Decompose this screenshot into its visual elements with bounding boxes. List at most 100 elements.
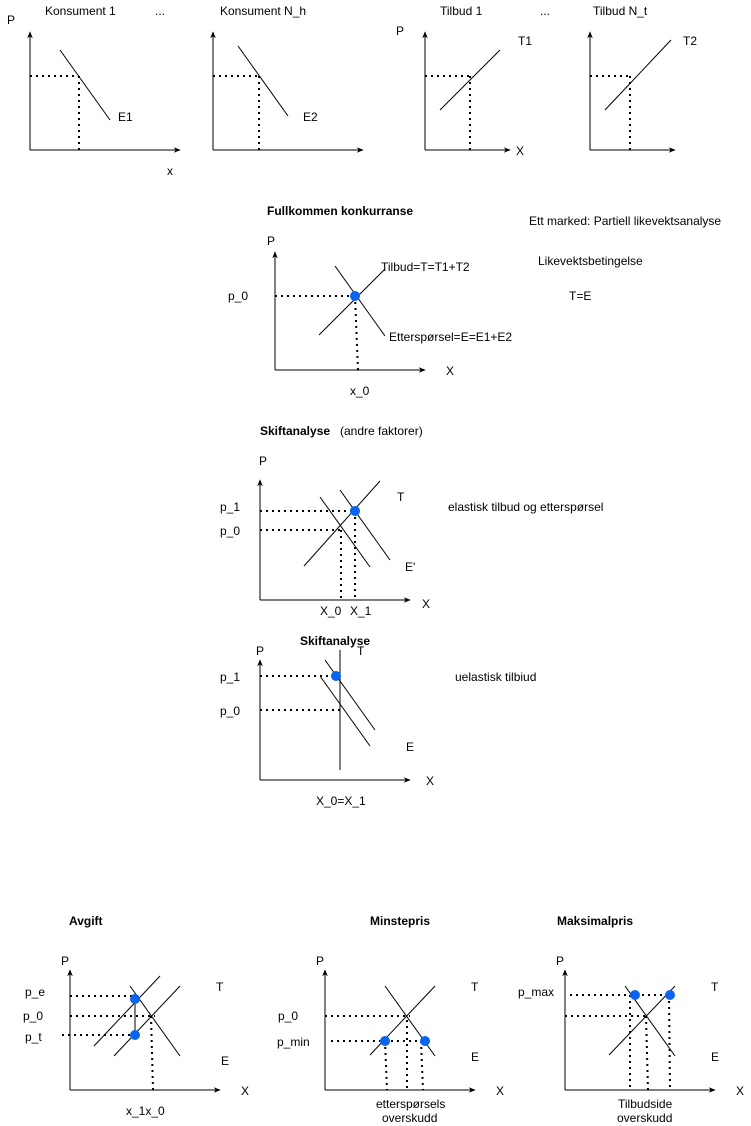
- quantity-label-x1: X_1: [350, 604, 372, 618]
- consumer-n-title: Konsument N_h: [220, 4, 306, 18]
- price-label-p0: p_0: [23, 1009, 43, 1023]
- supply-label-t: T: [357, 644, 365, 658]
- demand-curve-e1: [59, 49, 111, 121]
- tax-panel: Avgift P p_e p_0 p_t T E X x_1x_0: [23, 914, 249, 1118]
- curve-label-t2: T2: [683, 34, 697, 48]
- demand-label-e: E: [711, 1050, 719, 1064]
- competition-title: Fullkommen konkurranse: [267, 204, 413, 218]
- demand-curve: [384, 985, 436, 1057]
- price-label-p1: p_1: [220, 500, 240, 514]
- x-axis-label: X: [241, 1084, 249, 1098]
- producer-price-point: [130, 1030, 140, 1040]
- price-label-pt: p_t: [25, 1030, 42, 1044]
- curve-label-e2: E2: [303, 110, 318, 124]
- supply-curve-t2: [604, 39, 672, 111]
- equilibrium-point: [350, 291, 360, 301]
- supply-label-t: T: [471, 980, 479, 994]
- market-note: Ett marked: Partiell likevektsanalyse: [529, 214, 721, 228]
- shift-analysis-inelastic-panel: Skiftanalyse P T p_1 p_0 E X X_0=X_1 uel…: [220, 634, 536, 808]
- consumer-price-point: [130, 994, 140, 1004]
- p-axis-label: P: [396, 24, 404, 38]
- quantity-label: X_0=X_1: [316, 794, 366, 808]
- supply-label: Tilbud=T=T1+T2: [381, 260, 470, 274]
- price-label-p0: p_0: [228, 289, 248, 303]
- demand-label-e: E: [406, 740, 414, 754]
- quantity-guide-demand: [384, 1040, 388, 1091]
- supply-curve: [303, 480, 381, 567]
- quantity-guide: [150, 1015, 154, 1091]
- supply-1-title: Tilbud 1: [440, 4, 483, 18]
- price-label-pmin: p_min: [277, 1035, 310, 1049]
- supply-curve: [608, 985, 676, 1056]
- p-axis-label: P: [267, 234, 275, 248]
- shift-title: Skiftanalyse: [300, 634, 370, 648]
- surplus-label-line2: overskudd: [617, 1111, 672, 1125]
- demand-curve-e2: [237, 45, 289, 117]
- quantity-guide: [354, 295, 359, 371]
- shift-title: Skiftanalyse: [260, 424, 330, 438]
- supply-at-ceiling-point: [665, 990, 675, 1000]
- equilibrium-condition-title: Likevektsbetingelse: [538, 254, 643, 268]
- supply-label-t: T: [216, 980, 224, 994]
- demand-curve-shifted: [339, 489, 391, 561]
- ellipsis-suppliers: ...: [540, 4, 550, 18]
- x-axis-label: X: [496, 1084, 504, 1098]
- tax-title: Avgift: [69, 914, 103, 928]
- quantity-guide-equilibrium: [645, 1015, 649, 1091]
- price-label-p0: p_0: [278, 1009, 298, 1023]
- minprice-title: Minstepris: [370, 914, 430, 928]
- supply-curve-with-tax: [93, 975, 161, 1047]
- ellipsis-consumers: ...: [155, 4, 165, 18]
- maximum-price-panel: Maksimalpris P p_max T E X Tilbudside ov…: [518, 914, 744, 1125]
- x-axis-label: x: [167, 164, 173, 178]
- p-axis-label: P: [61, 954, 69, 968]
- quantity-label: x_1x_0: [126, 1104, 165, 1118]
- minimum-price-panel: Minstepris P p_0 p_min T E X etterspørse…: [277, 914, 504, 1125]
- supply-n-panel: Tilbud N_t T2: [587, 4, 697, 153]
- curve-label-t1: T1: [518, 34, 532, 48]
- curve-label-e1: E1: [118, 110, 133, 124]
- price-label-pe: p_e: [25, 985, 45, 999]
- quantity-label-x0: X_0: [320, 604, 342, 618]
- p-axis-label: P: [259, 454, 267, 468]
- demand-at-floor-point: [380, 1036, 390, 1046]
- x-axis-label: X: [426, 774, 434, 788]
- demand-curve-shifted: [324, 659, 376, 731]
- x-axis-label: X: [446, 364, 454, 378]
- supply-label-t: T: [397, 490, 405, 504]
- surplus-label-line1: Tilbudside: [618, 1097, 673, 1111]
- elasticity-note: elastisk tilbud og etterspørsel: [448, 500, 603, 514]
- demand-curve-original: [319, 675, 371, 747]
- quantity-guide-supply: [420, 1040, 424, 1091]
- price-label-p0: p_0: [220, 524, 240, 538]
- demand-curve: [334, 265, 386, 337]
- consumer-1-title: Konsument 1: [45, 4, 116, 18]
- elasticity-note: uelastisk tilbiud: [455, 670, 536, 684]
- demand-label-e-prime: E': [405, 560, 415, 574]
- shift-subtitle: (andre faktorer): [340, 424, 423, 438]
- supply-at-floor-point: [420, 1036, 430, 1046]
- market-notes: Ett marked: Partiell likevektsanalyse Li…: [529, 214, 721, 303]
- shift-analysis-elastic-panel: Skiftanalyse (andre faktorer) P p_1 p_0 …: [220, 424, 603, 618]
- quantity-label-x0: x_0: [350, 384, 370, 398]
- demand-label: Etterspørsel=E=E1+E2: [389, 330, 512, 344]
- quantity-guide-demand: [668, 994, 671, 1091]
- x-axis-label: X: [422, 597, 430, 611]
- p-axis-label: P: [256, 644, 264, 658]
- p-axis-label: P: [556, 954, 564, 968]
- consumer-1-panel: Konsument 1 ... P E1 x: [7, 4, 181, 178]
- price-label-p0: p_0: [220, 704, 240, 718]
- p-axis-label: P: [7, 13, 15, 27]
- demand-at-ceiling-point: [630, 990, 640, 1000]
- supply-label-t: T: [711, 980, 719, 994]
- perfect-competition-panel: Fullkommen konkurranse P p_0 Tilbud=T=T1…: [228, 204, 512, 398]
- surplus-label-line1: etterspørsels: [376, 1097, 445, 1111]
- p-axis-label: P: [316, 954, 324, 968]
- demand-label-e: E: [471, 1050, 479, 1064]
- supply-curve-t1: [439, 49, 501, 111]
- supply-curve: [318, 268, 386, 336]
- demand-label-e: E: [221, 1054, 229, 1068]
- surplus-label-line2: overskudd: [382, 1111, 437, 1125]
- consumer-n-panel: Konsument N_h E2: [210, 4, 364, 153]
